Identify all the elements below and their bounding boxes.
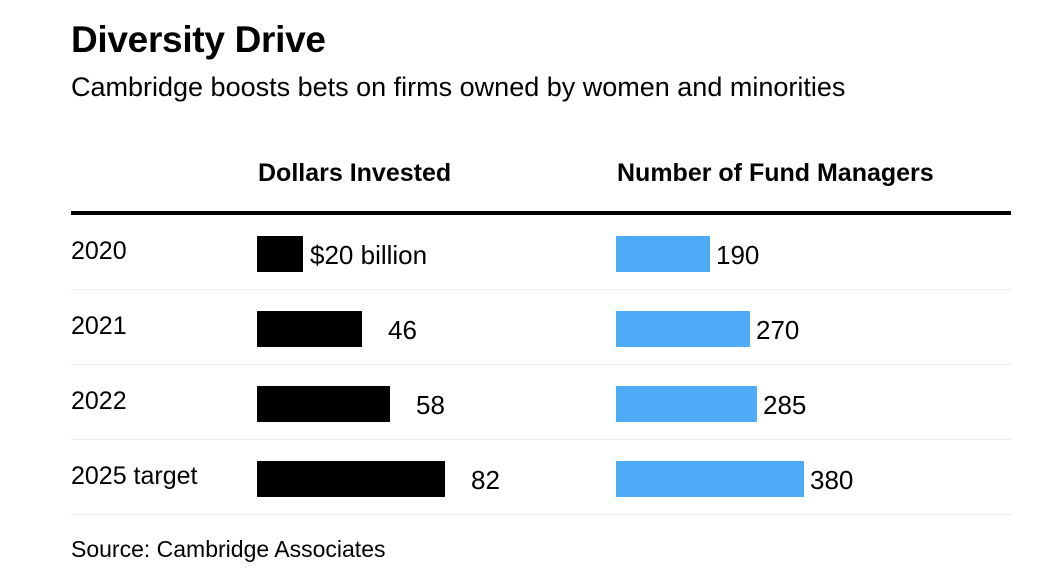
- dollars-value-label: 58: [416, 390, 445, 420]
- dollars-value-label: $20 billion: [310, 240, 428, 270]
- managers-value-label: 190: [716, 240, 760, 270]
- column-header-dollars: Dollars Invested: [258, 159, 452, 187]
- dollars-bar: [257, 461, 445, 497]
- row-year-label: 2020: [71, 237, 127, 265]
- managers-value-label: 270: [756, 315, 800, 345]
- source-note: Source: Cambridge Associates: [71, 536, 386, 562]
- managers-bar: [616, 311, 750, 347]
- column-header-managers: Number of Fund Managers: [617, 159, 934, 187]
- row-year-label: 2022: [71, 387, 127, 415]
- row-year-label: 2025 target: [71, 462, 198, 490]
- dollars-value-label: 46: [388, 315, 417, 345]
- row-divider: [71, 514, 1011, 515]
- dollars-value-label: 82: [471, 465, 500, 495]
- managers-value-label: 285: [763, 390, 807, 420]
- row-divider: [71, 439, 1011, 440]
- managers-bar: [616, 236, 710, 272]
- chart-title: Diversity Drive: [71, 19, 326, 60]
- row-year-label: 2021: [71, 312, 127, 340]
- managers-bar: [616, 461, 804, 497]
- managers-bar: [616, 386, 757, 422]
- chart-subtitle: Cambridge boosts bets on firms owned by …: [71, 72, 846, 102]
- header-rule: [71, 211, 1011, 215]
- row-divider: [71, 289, 1011, 290]
- dollars-bar: [257, 236, 303, 272]
- dollars-bar: [257, 386, 390, 422]
- dollars-bar: [257, 311, 362, 347]
- managers-value-label: 380: [810, 465, 854, 495]
- row-divider: [71, 364, 1011, 365]
